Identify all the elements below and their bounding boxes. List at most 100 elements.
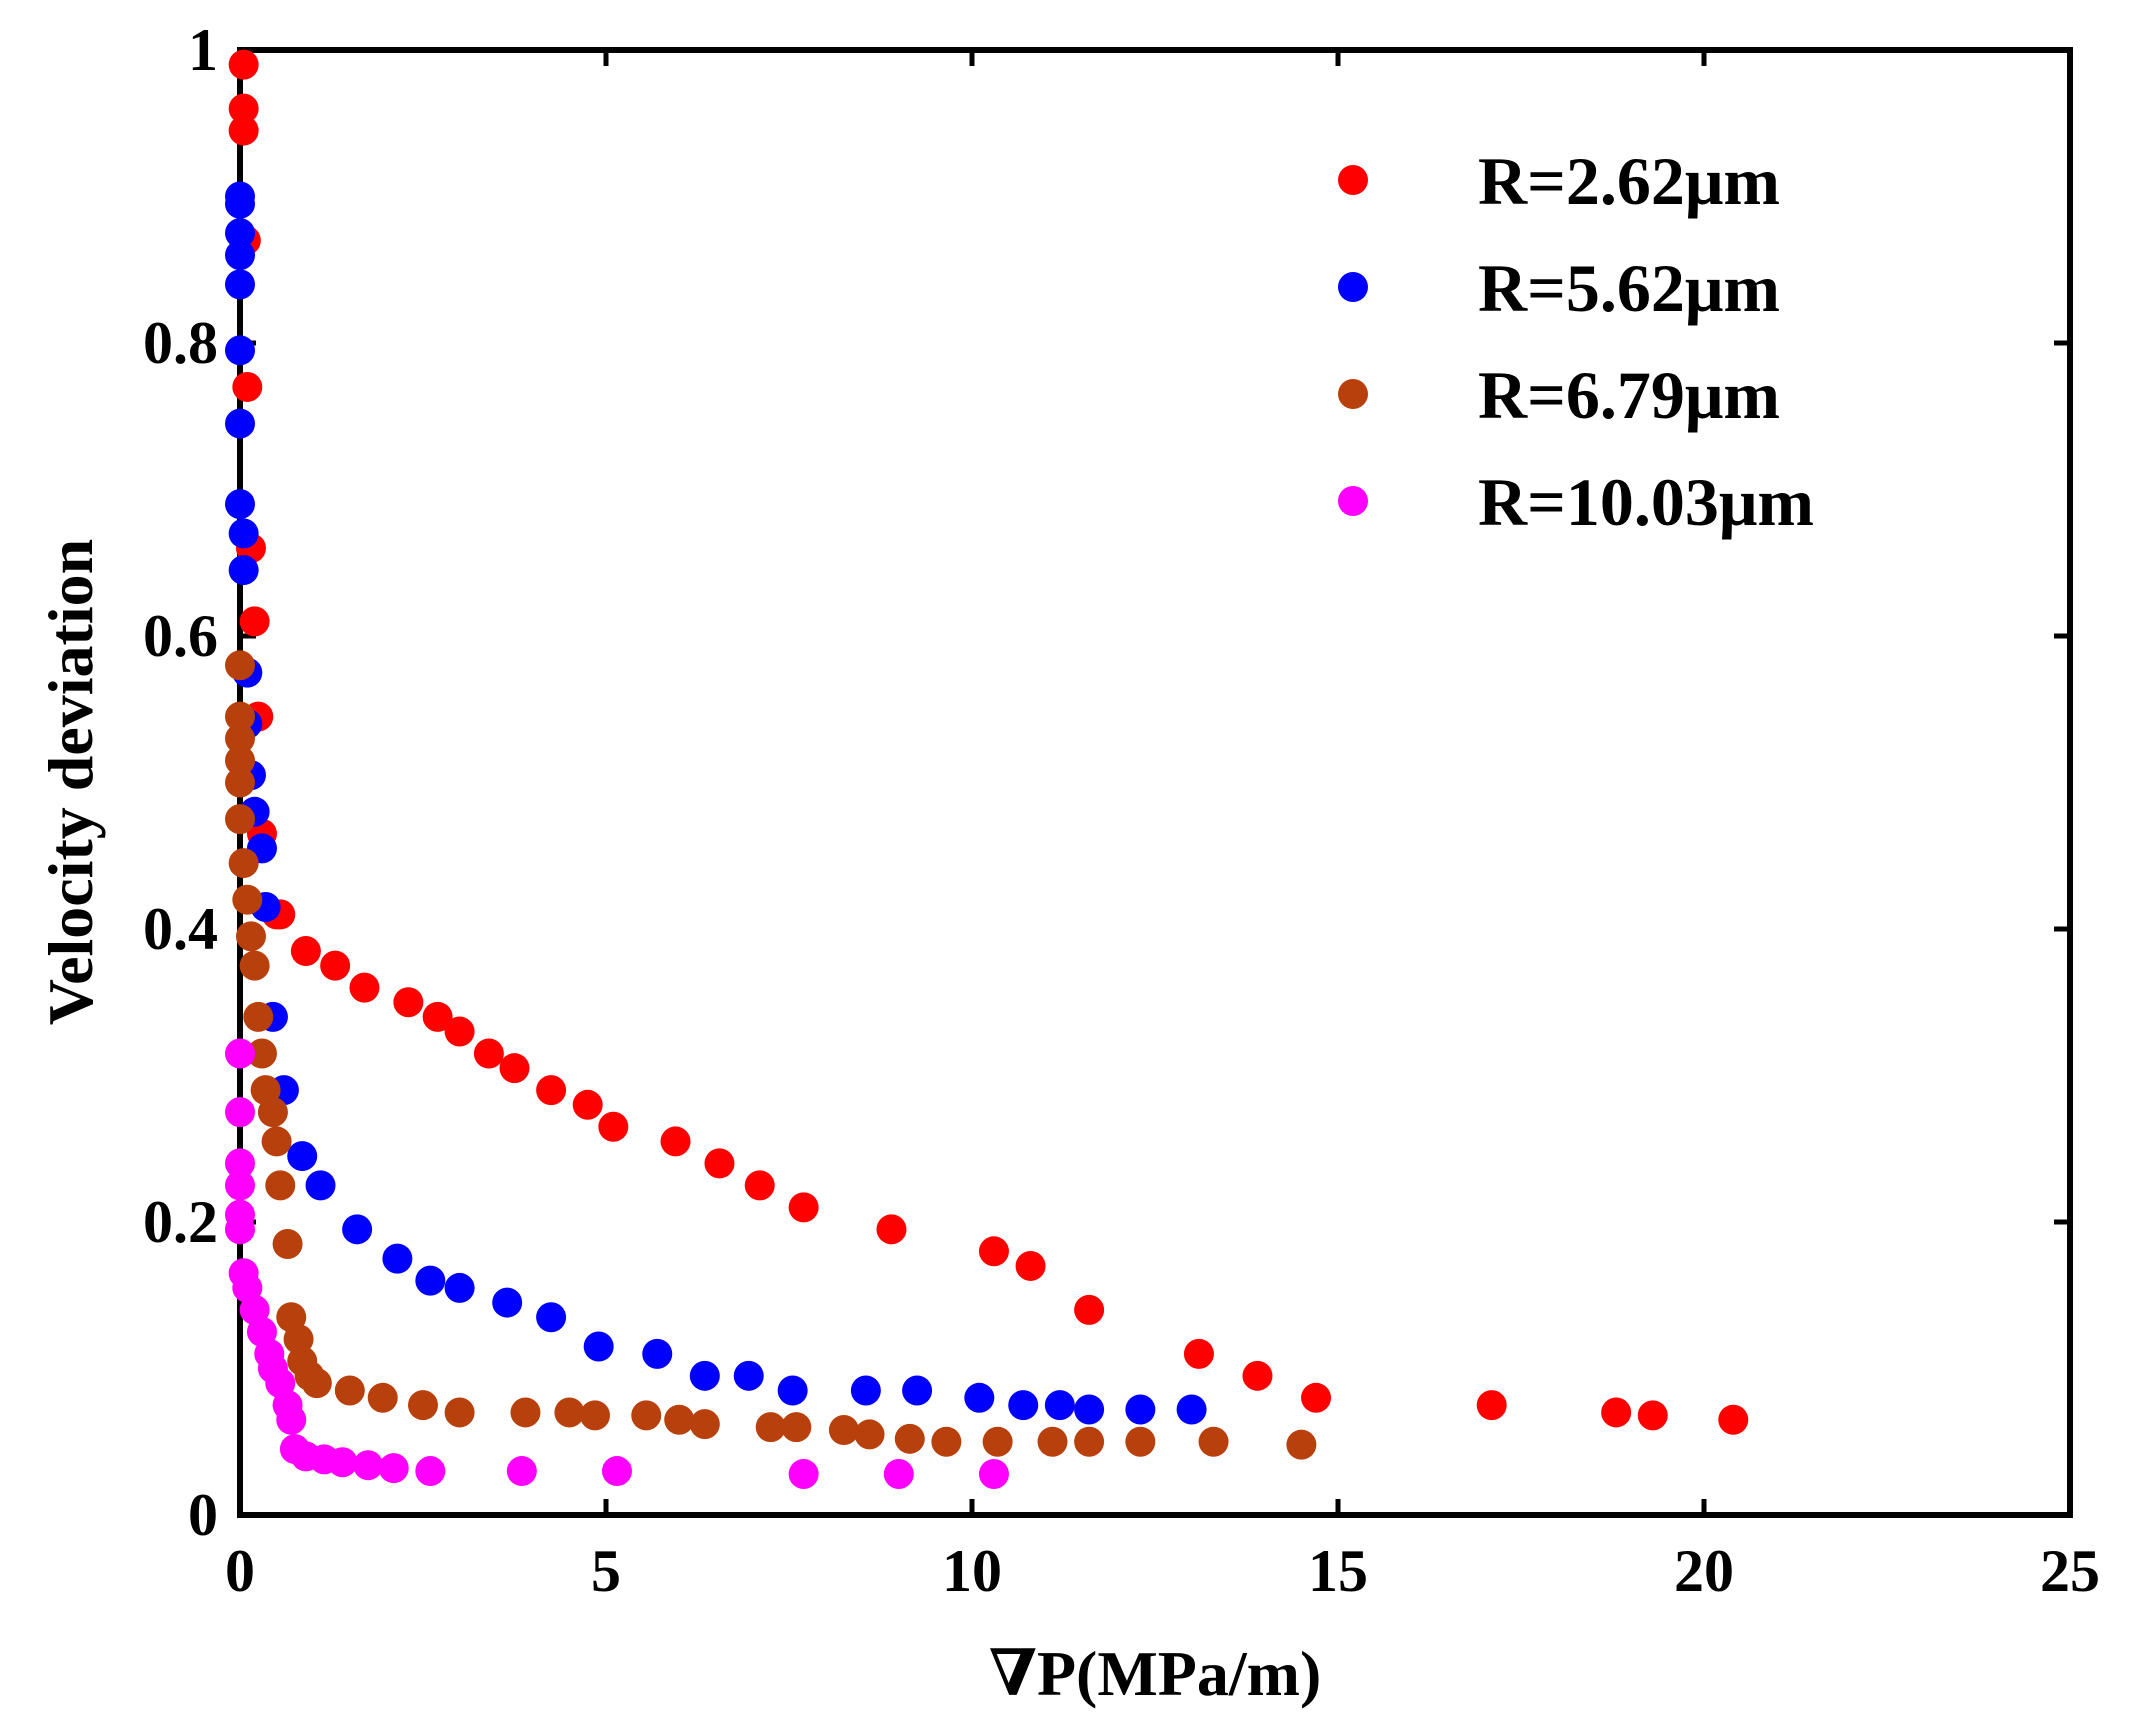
- data-point-series-4: [883, 1458, 914, 1489]
- data-point-series-1: [228, 49, 259, 80]
- data-point-series-2: [305, 1170, 336, 1201]
- data-point-series-1: [978, 1236, 1009, 1267]
- data-point-series-3: [225, 701, 255, 732]
- data-point-series-4: [415, 1456, 446, 1487]
- data-point-series-2: [225, 269, 255, 300]
- data-point-series-1: [788, 1192, 819, 1223]
- data-point-series-4: [225, 1214, 255, 1245]
- data-point-series-1: [1718, 1404, 1749, 1435]
- y-tick-label: 0.4: [143, 896, 218, 962]
- data-point-series-1: [228, 93, 259, 124]
- data-point-series-1: [320, 950, 351, 981]
- data-point-series-3: [781, 1412, 812, 1443]
- data-point-series-2: [228, 518, 259, 549]
- data-point-series-3: [228, 848, 259, 879]
- legend-label: R=10.03μm: [1478, 464, 1814, 540]
- data-point-series-3: [755, 1412, 786, 1443]
- data-point-series-2: [225, 408, 255, 439]
- data-point-series-3: [261, 1126, 292, 1157]
- legend-marker: [1338, 379, 1368, 409]
- data-point-series-4: [327, 1447, 358, 1478]
- data-point-series-3: [1198, 1426, 1229, 1457]
- data-point-series-2: [415, 1265, 446, 1296]
- data-point-series-1: [1637, 1400, 1668, 1431]
- data-point-series-3: [510, 1397, 541, 1428]
- legend-marker: [1338, 165, 1368, 195]
- data-point-series-1: [598, 1111, 629, 1142]
- data-point-series-2: [642, 1338, 673, 1369]
- legend-marker: [1338, 272, 1368, 302]
- data-point-series-1: [1074, 1294, 1105, 1325]
- data-point-series-1: [1301, 1382, 1332, 1413]
- data-point-series-4: [225, 1097, 255, 1128]
- data-point-series-2: [225, 240, 255, 271]
- data-point-series-3: [243, 1001, 274, 1032]
- data-point-series-3: [408, 1390, 438, 1421]
- data-point-series-2: [1044, 1390, 1075, 1421]
- data-point-series-1: [1476, 1390, 1507, 1421]
- legend-label: R=2.62μm: [1478, 143, 1780, 219]
- data-point-series-4: [601, 1456, 632, 1487]
- x-tick-label: 10: [942, 1538, 1002, 1604]
- data-point-series-3: [894, 1423, 925, 1454]
- data-point-series-3: [272, 1228, 303, 1259]
- data-point-series-3: [232, 884, 263, 915]
- x-tick-label: 15: [1308, 1538, 1368, 1604]
- data-point-series-1: [744, 1170, 775, 1201]
- data-point-series-2: [583, 1331, 614, 1362]
- data-point-series-3: [444, 1397, 475, 1428]
- data-point-series-3: [1037, 1426, 1068, 1457]
- data-point-series-4: [978, 1458, 1009, 1489]
- data-point-series-2: [1176, 1394, 1207, 1425]
- x-tick-label: 25: [2040, 1538, 2100, 1604]
- data-point-series-2: [964, 1382, 995, 1413]
- data-point-series-3: [225, 804, 255, 835]
- data-points: [225, 49, 1749, 1489]
- data-point-series-1: [290, 935, 321, 966]
- data-point-series-3: [334, 1375, 365, 1406]
- data-point-series-2: [850, 1375, 881, 1406]
- data-point-series-1: [1015, 1250, 1046, 1281]
- data-point-series-3: [931, 1426, 962, 1457]
- data-point-series-1: [228, 115, 259, 146]
- data-point-series-3: [1074, 1426, 1105, 1457]
- data-point-series-3: [257, 1097, 288, 1128]
- data-point-series-3: [1125, 1426, 1156, 1457]
- data-point-series-3: [854, 1419, 885, 1450]
- y-axis-ticks: 0 0.2 0.4 0.6 0.8 1: [143, 17, 2070, 1548]
- x-axis-title: ∇P(MPa/m): [989, 1638, 1322, 1709]
- data-point-series-1: [499, 1053, 530, 1084]
- data-point-series-3: [235, 921, 266, 952]
- data-point-series-2: [287, 1141, 318, 1172]
- legend-label: R=5.62μm: [1478, 250, 1780, 326]
- data-point-series-1: [349, 972, 380, 1003]
- data-point-series-1: [1242, 1360, 1273, 1391]
- data-point-series-1: [572, 1089, 603, 1120]
- data-point-series-4: [506, 1456, 537, 1487]
- data-point-series-2: [777, 1375, 808, 1406]
- data-point-series-1: [876, 1214, 907, 1245]
- data-point-series-1: [660, 1126, 691, 1157]
- data-point-series-3: [631, 1400, 662, 1431]
- data-point-series-4: [225, 1038, 255, 1069]
- x-tick-label: 5: [591, 1538, 621, 1604]
- data-point-series-3: [225, 650, 255, 681]
- data-point-series-1: [422, 1001, 453, 1032]
- legend-marker: [1338, 486, 1368, 516]
- data-point-series-4: [378, 1453, 409, 1484]
- data-point-series-1: [1601, 1397, 1632, 1428]
- x-tick-label: 20: [1674, 1538, 1734, 1604]
- data-point-series-3: [828, 1415, 859, 1446]
- data-point-series-3: [301, 1368, 332, 1399]
- data-point-series-2: [342, 1214, 373, 1245]
- data-point-series-2: [1008, 1390, 1039, 1421]
- data-point-series-4: [225, 1148, 255, 1179]
- x-axis-ticks: 0 5 10 15 20 25: [225, 50, 2100, 1604]
- data-point-series-3: [246, 1038, 277, 1069]
- x-tick-label: 0: [225, 1538, 255, 1604]
- data-point-series-3: [239, 950, 270, 981]
- data-point-series-1: [473, 1038, 504, 1069]
- data-point-series-2: [1074, 1394, 1105, 1425]
- data-point-series-1: [239, 606, 270, 637]
